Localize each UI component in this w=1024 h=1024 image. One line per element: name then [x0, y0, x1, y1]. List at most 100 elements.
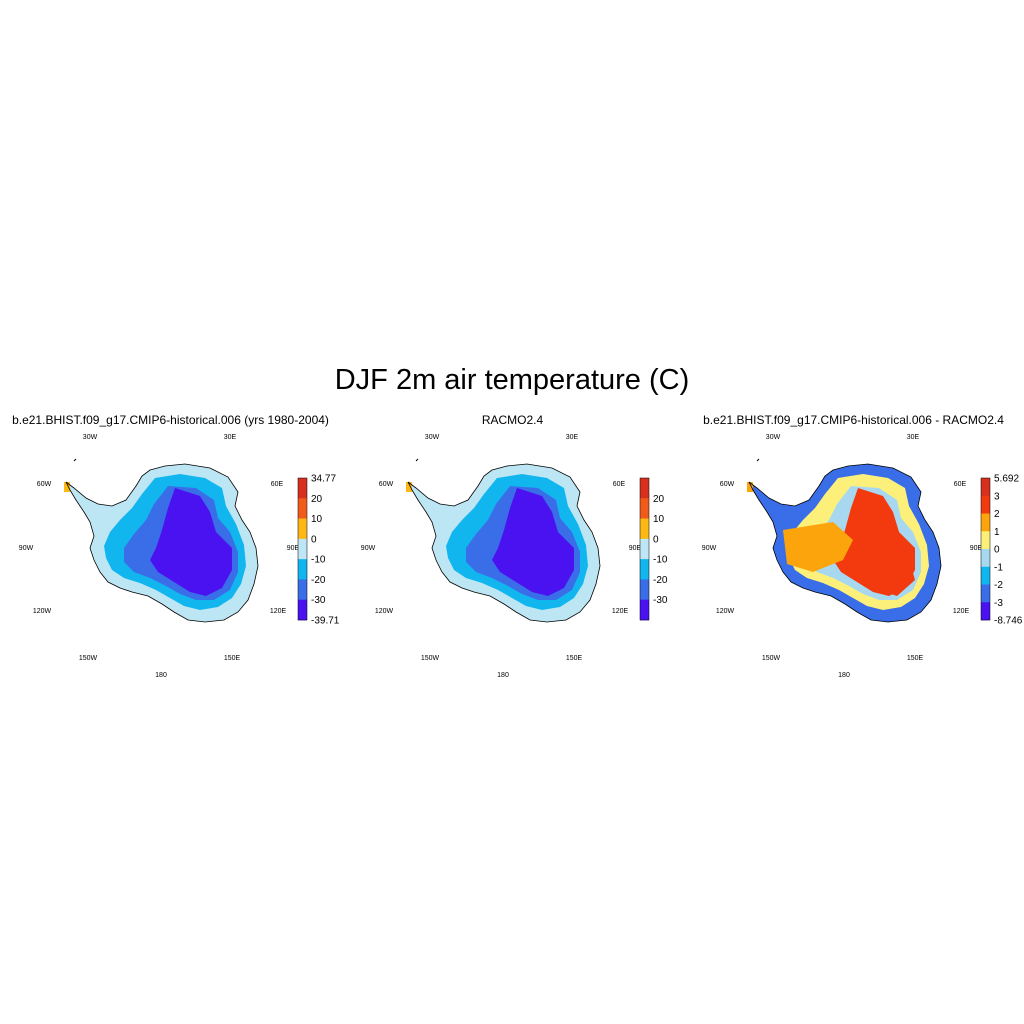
longitude-label: 150W: [421, 655, 440, 662]
longitude-label: 90E: [970, 545, 983, 552]
colorbar-swatch: [298, 559, 307, 580]
panel-title: b.e21.BHIST.f09_g17.CMIP6-historical.006…: [703, 413, 1004, 427]
longitude-label: 150W: [762, 655, 781, 662]
island-marker: [756, 458, 760, 462]
colorbar-frame: [297, 477, 308, 621]
longitude-label: 150E: [224, 655, 241, 662]
longitude-label: 180: [155, 672, 167, 679]
colorbar-swatch: [981, 531, 990, 550]
longitude-label: 120W: [33, 608, 52, 615]
colorbar-label: 3: [994, 491, 1000, 502]
colorbar-label: -39.71: [311, 616, 340, 627]
difference-warm-field: [879, 558, 915, 596]
antarctica-map: [406, 458, 601, 623]
difference-warm-field: [783, 522, 853, 572]
map-svg: 30W 30E 60W 60E 90W 90E 120W 120E 150W 150E 180 20 1…: [361, 434, 668, 679]
coastline: [748, 463, 942, 623]
colorbar-label: -20: [311, 575, 326, 586]
panel-title: RACMO2.4: [481, 413, 544, 427]
colorbar-label: -1: [994, 562, 1003, 573]
coastline: [407, 463, 601, 623]
antarctica-map: [747, 458, 942, 623]
longitude-label: 120E: [270, 608, 287, 615]
colorbar-swatch: [640, 498, 649, 519]
colorbar-label: 10: [653, 514, 665, 525]
continent-core-field: [150, 488, 232, 596]
colorbar-swatch: [981, 584, 990, 603]
colorbar-label: 2: [994, 509, 1000, 520]
colorbar-swatch: [981, 602, 990, 621]
colorbar-label: -10: [653, 555, 668, 566]
peninsula-tip: [406, 482, 412, 492]
longitude-label: 150E: [566, 655, 583, 662]
colorbar-swatch: [298, 498, 307, 519]
longitude-label: 150E: [907, 655, 924, 662]
colorbar-swatch: [640, 579, 649, 601]
colorbar-swatch: [298, 538, 307, 560]
longitude-label: 90W: [702, 545, 717, 552]
colorbar-label: 0: [994, 545, 1000, 556]
antarctica-map: [64, 458, 259, 623]
island-marker: [415, 458, 419, 462]
colorbar-swatch: [981, 513, 990, 532]
longitude-label: 30W: [425, 434, 440, 441]
longitude-label: 60W: [720, 481, 735, 488]
panel-difference: 30W 30E 60W 60E 90W 90E 120W 120E 150W 150E 180 5.6…: [683, 405, 1024, 695]
longitude-label: 90E: [629, 545, 642, 552]
longitude-label: 60E: [271, 481, 284, 488]
colorbar-label: 0: [653, 534, 659, 545]
colorbar-label: -8.746: [994, 616, 1023, 627]
colorbar-label: -30: [311, 595, 326, 606]
peninsula-tip: [64, 482, 70, 492]
colorbar-label: 34.77: [311, 474, 336, 485]
longitude-label: 90W: [19, 545, 34, 552]
coastline: [65, 463, 259, 623]
longitude-label: 60E: [954, 481, 967, 488]
colorbar-swatch: [640, 559, 649, 580]
colorbar-label: 0: [311, 534, 317, 545]
map-svg: 30W 30E 60W 60E 90W 90E 120W 120E 150W 150E 180 5.6…: [702, 434, 1023, 679]
colorbar-swatch: [640, 538, 649, 560]
colorbar-swatch: [298, 478, 307, 499]
panel-model: 30W 30E 60W 60E 90W 90E 120W 120E 150W 150E 180 34.…: [0, 405, 341, 695]
colorbar-label: 10: [311, 514, 323, 525]
colorbar-swatch: [640, 599, 649, 621]
island-marker: [73, 458, 77, 462]
longitude-label: 120W: [375, 608, 394, 615]
figure-title: DJF 2m air temperature (C): [334, 364, 690, 396]
longitude-label: 30W: [766, 434, 781, 441]
colorbar-swatch: [640, 518, 649, 540]
colorbar-swatch: [298, 518, 307, 540]
colorbar-label: -3: [994, 598, 1003, 609]
longitude-label: 30E: [224, 434, 237, 441]
colorbar-swatch: [298, 599, 307, 621]
colorbar-frame: [980, 477, 991, 621]
colorbar-swatch: [981, 549, 990, 568]
longitude-label: 180: [497, 672, 509, 679]
longitude-label: 120E: [612, 608, 629, 615]
continent-core-field: [492, 488, 574, 596]
colorbar-swatch: [981, 566, 990, 585]
peninsula-tip: [747, 482, 753, 492]
longitude-label: 90E: [287, 545, 300, 552]
panel-title: b.e21.BHIST.f09_g17.CMIP6-historical.006…: [12, 413, 329, 427]
colorbar-label: 20: [311, 494, 323, 505]
longitude-label: 60W: [37, 481, 52, 488]
longitude-label: 180: [838, 672, 850, 679]
colorbar-swatch: [981, 478, 990, 497]
colorbar-label: -10: [311, 555, 326, 566]
longitude-label: 120W: [716, 608, 735, 615]
colorbar-swatch: [640, 478, 649, 499]
colorbar-label: 20: [653, 494, 665, 505]
colorbar-frame: [639, 477, 650, 621]
colorbar-label: 5.692: [994, 474, 1019, 485]
colorbar-swatch: [298, 579, 307, 601]
colorbar-swatch: [981, 495, 990, 514]
colorbar-label: -2: [994, 580, 1003, 591]
longitude-label: 90W: [361, 545, 376, 552]
colorbar-label: -20: [653, 575, 668, 586]
longitude-label: 30W: [83, 434, 98, 441]
longitude-label: 150W: [79, 655, 98, 662]
longitude-label: 60W: [379, 481, 394, 488]
map-svg: 30W 30E 60W 60E 90W 90E 120W 120E 150W 150E 180 34.…: [19, 434, 340, 679]
